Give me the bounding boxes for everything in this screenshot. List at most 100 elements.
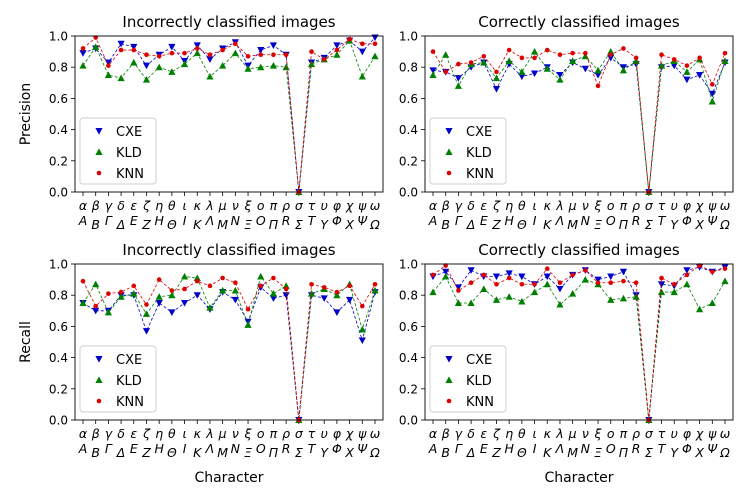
data-point-cxe xyxy=(206,56,214,63)
data-point-knn xyxy=(468,280,474,286)
y-tick-label: 0.0 xyxy=(49,186,68,200)
data-point-cxe xyxy=(142,328,151,335)
data-point-kld xyxy=(442,272,450,280)
data-point-kld xyxy=(708,299,716,306)
data-point-knn xyxy=(481,53,487,59)
x-tick-label-lower: ο xyxy=(257,198,265,213)
x-tick-label-lower: ν xyxy=(232,426,239,441)
x-tick-label-upper: A xyxy=(78,441,88,456)
data-point-kld xyxy=(155,63,163,71)
data-point-knn xyxy=(271,52,276,58)
x-tick-label-upper: Φ xyxy=(332,441,342,456)
y-tick-label: 0.2 xyxy=(49,382,68,396)
x-tick-label-lower: ζ xyxy=(142,426,151,441)
x-tick-label-lower: γ xyxy=(105,426,113,441)
data-point-kld xyxy=(269,290,278,297)
x-tick-label-upper: B xyxy=(441,445,450,460)
x-tick-label-upper: Π xyxy=(269,445,279,460)
x-tick-label-lower: β xyxy=(441,198,450,213)
x-tick-label-lower: τ xyxy=(658,198,666,213)
data-point-kld xyxy=(282,63,290,71)
data-point-cxe xyxy=(358,337,366,345)
data-point-cxe xyxy=(594,72,602,79)
data-point-knn xyxy=(430,49,436,54)
y-tick-label: 0.6 xyxy=(49,320,68,334)
legend-label-kld: KLD xyxy=(116,146,142,161)
x-tick-label-upper: Σ xyxy=(295,445,303,460)
data-point-cxe xyxy=(696,72,704,79)
x-tick-label-upper: Δ xyxy=(466,445,476,460)
x-tick-label-upper: R xyxy=(282,213,291,228)
data-point-kld xyxy=(480,58,488,66)
x-tick-label-upper: Ξ xyxy=(594,445,602,460)
x-tick-label-upper: Π xyxy=(619,217,629,232)
data-point-cxe xyxy=(130,43,138,51)
data-point-kld xyxy=(142,76,151,83)
x-tick-label-upper: Ω xyxy=(719,445,730,460)
data-point-kld xyxy=(168,68,176,75)
data-point-knn xyxy=(544,266,550,271)
data-point-knn xyxy=(544,47,550,53)
x-tick-label-lower: ρ xyxy=(282,426,290,441)
x-tick-label-upper: K xyxy=(543,445,553,460)
x-tick-label-upper: X xyxy=(344,445,354,460)
data-point-knn xyxy=(506,47,512,53)
data-point-knn xyxy=(481,272,487,278)
data-point-knn xyxy=(118,289,124,295)
data-point-kld xyxy=(518,68,526,75)
series-kld xyxy=(429,48,729,195)
x-tick-label-upper: M xyxy=(217,217,228,232)
x-tick-label-upper: A xyxy=(78,213,88,228)
data-point-kld xyxy=(155,293,163,300)
data-point-kld xyxy=(231,49,239,57)
data-point-cxe xyxy=(467,267,475,274)
axes-frame xyxy=(424,35,734,193)
x-tick-label-lower: ε xyxy=(130,426,137,441)
y-tick-label: 0.2 xyxy=(399,154,418,168)
x-tick-label-upper: T xyxy=(308,213,317,228)
data-point-knn xyxy=(684,272,690,278)
x-tick-label-upper: M xyxy=(217,445,228,460)
data-point-knn xyxy=(194,46,200,51)
data-point-knn xyxy=(360,41,365,47)
data-point-cxe xyxy=(683,76,691,84)
x-tick-label-lower: δ xyxy=(467,198,475,213)
data-point-kld xyxy=(721,277,729,285)
x-tick-label-upper: B xyxy=(91,445,100,460)
x-tick-label-lower: φ xyxy=(333,198,342,213)
y-tick-label: 0.0 xyxy=(399,414,418,428)
x-tick-label-lower: λ xyxy=(555,426,563,441)
data-point-cxe xyxy=(530,70,539,78)
y-axis-label: Precision xyxy=(18,83,34,145)
x-tick-label-lower: φ xyxy=(683,426,692,441)
x-tick-label-lower: υ xyxy=(321,426,328,441)
x-tick-label-upper: Δ xyxy=(466,217,476,232)
y-tick-label: 0.6 xyxy=(399,320,418,334)
x-tick-label-lower: ν xyxy=(232,198,239,213)
data-point-knn xyxy=(321,57,327,62)
x-tick-label-upper: Λ xyxy=(205,213,215,228)
data-point-cxe xyxy=(657,281,666,288)
legend: CXE KLD KNN xyxy=(79,117,157,185)
data-point-kld xyxy=(556,76,564,83)
x-tick-label-upper: Δ xyxy=(116,217,126,232)
x-tick-label-lower: ξ xyxy=(244,198,253,213)
y-tick-label: 0.4 xyxy=(49,351,68,365)
data-point-cxe xyxy=(492,273,501,281)
x-tick-label-lower: δ xyxy=(117,426,125,441)
data-point-kld xyxy=(180,60,189,68)
x-tick-label-lower: ζ xyxy=(492,198,501,213)
data-point-cxe xyxy=(518,273,526,281)
x-tick-label-lower: β xyxy=(91,426,100,441)
x-tick-label-lower: ξ xyxy=(594,198,603,213)
data-point-knn xyxy=(347,283,352,289)
x-tick-label-upper: E xyxy=(480,213,488,228)
data-point-kld xyxy=(206,304,214,311)
y-tick-label: 1.0 xyxy=(49,30,68,44)
x-tick-label-lower: σ xyxy=(295,198,304,213)
axes-frame xyxy=(74,35,384,193)
data-point-knn xyxy=(608,52,614,58)
data-point-knn xyxy=(595,83,601,89)
x-tick-label-lower: θ xyxy=(518,426,526,441)
x-tick-label-upper: Ψ xyxy=(707,441,718,456)
